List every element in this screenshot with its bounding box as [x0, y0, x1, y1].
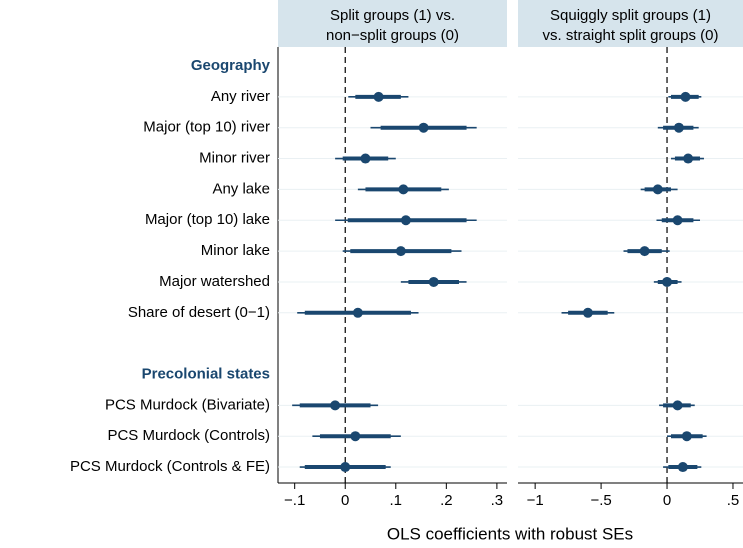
panel-title-box — [278, 0, 507, 47]
panel-title: non−split groups (0) — [326, 27, 459, 44]
x-tick-label: −1 — [527, 492, 544, 509]
panel-title-box — [518, 0, 743, 47]
x-tick-label: −.1 — [284, 492, 305, 509]
point-estimate — [652, 184, 663, 195]
point-estimate — [681, 431, 692, 442]
point-estimate — [677, 462, 688, 473]
y-tick-label: Share of desert (0−1) — [128, 304, 270, 321]
point-estimate — [639, 246, 650, 257]
y-tick-label: Major watershed — [159, 273, 270, 290]
x-tick-label: .5 — [727, 492, 740, 509]
group-header: Precolonial states — [142, 365, 270, 382]
point-estimate — [350, 431, 361, 442]
point-estimate — [680, 91, 691, 102]
point-estimate — [360, 153, 371, 164]
point-estimate — [582, 307, 593, 318]
point-estimate — [400, 215, 411, 226]
x-axis-title: OLS coefficients with robust SEs — [387, 524, 633, 543]
x-tick-label: .2 — [440, 492, 453, 509]
x-tick-label: .1 — [390, 492, 403, 509]
y-tick-label: Any river — [211, 88, 270, 105]
panel-title: Squiggly split groups (1) — [550, 7, 711, 24]
x-tick-label: .3 — [491, 492, 504, 509]
x-tick-label: 0 — [663, 492, 671, 509]
panel-title: Split groups (1) vs. — [330, 7, 455, 24]
point-estimate — [428, 276, 439, 287]
y-tick-label: Minor river — [199, 150, 270, 167]
point-estimate — [352, 307, 363, 318]
y-tick-label: PCS Murdock (Controls & FE) — [70, 458, 270, 475]
point-estimate — [683, 153, 694, 164]
point-estimate — [673, 122, 684, 133]
y-tick-label: PCS Murdock (Bivariate) — [105, 396, 270, 413]
point-estimate — [672, 215, 683, 226]
y-tick-label: Major (top 10) lake — [145, 211, 270, 228]
point-estimate — [672, 400, 683, 411]
y-tick-label: PCS Murdock (Controls) — [107, 427, 270, 444]
y-tick-label: Minor lake — [201, 242, 270, 259]
y-tick-label: Any lake — [212, 180, 270, 197]
point-estimate — [373, 91, 384, 102]
y-tick-label: Major (top 10) river — [143, 119, 270, 136]
point-estimate — [330, 400, 341, 411]
x-tick-label: 0 — [341, 492, 349, 509]
point-estimate — [418, 122, 429, 133]
group-header: Geography — [191, 57, 271, 74]
panel-title: vs. straight split groups (0) — [543, 27, 719, 44]
point-estimate — [395, 246, 406, 257]
point-estimate — [340, 462, 351, 473]
x-tick-label: −.5 — [590, 492, 611, 509]
point-estimate — [662, 276, 673, 287]
point-estimate — [398, 184, 409, 195]
